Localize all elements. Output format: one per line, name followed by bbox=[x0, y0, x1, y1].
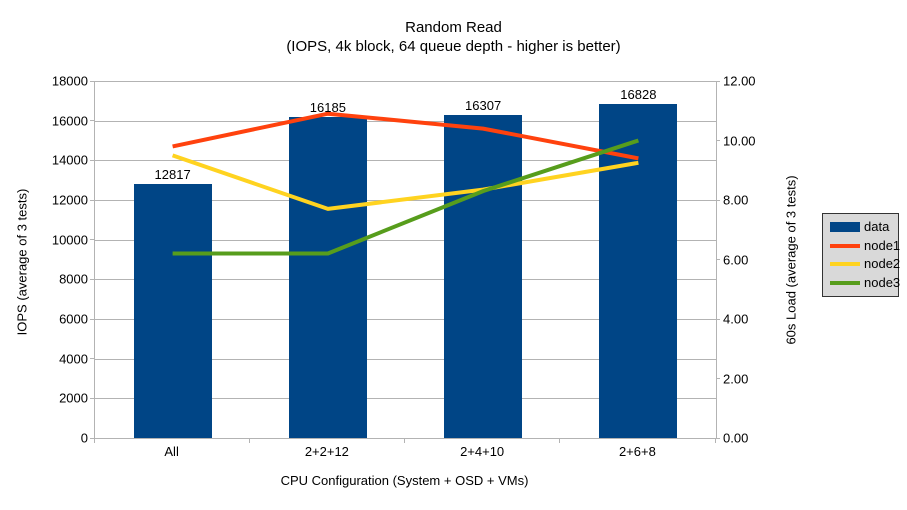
left-axis-tick-label: 10000 bbox=[51, 232, 88, 248]
legend-item-node3: node3 bbox=[830, 274, 901, 291]
left-axis-tick-label: 18000 bbox=[51, 73, 88, 89]
right-axis-title: 60s Load (average of 3 tests) bbox=[783, 175, 799, 345]
bar-data bbox=[133, 183, 212, 438]
line-series-layer bbox=[171, 111, 640, 256]
bar-data bbox=[599, 104, 678, 438]
category-label: All bbox=[164, 444, 179, 459]
right-axis-tick-label: 4.00 bbox=[723, 311, 749, 327]
x-axis-tick bbox=[93, 439, 95, 443]
plot-area: 12817 16185 16307 16828 bbox=[94, 81, 717, 439]
left-axis-tick-label: 14000 bbox=[51, 152, 88, 168]
chart-title-block: Random Read (IOPS, 4k block, 64 queue de… bbox=[0, 18, 907, 56]
bar-data bbox=[444, 114, 523, 438]
gridline bbox=[95, 358, 716, 360]
gridline bbox=[95, 160, 716, 162]
legend-swatch-node3 bbox=[830, 280, 860, 285]
legend-item-data: data bbox=[830, 219, 898, 235]
left-axis-tick bbox=[90, 80, 94, 82]
bar-value-label: 16185 bbox=[309, 99, 346, 115]
left-axis-tick-label: 4000 bbox=[59, 351, 88, 367]
left-axis-tick-label: 0 bbox=[80, 430, 88, 446]
line-node3 bbox=[172, 138, 640, 256]
right-axis-tick bbox=[716, 437, 720, 439]
right-axis-tick bbox=[716, 80, 720, 82]
legend-swatch-node2 bbox=[830, 262, 860, 267]
left-axis-tick bbox=[90, 199, 94, 201]
line-node1 bbox=[172, 111, 639, 161]
category-label: 2+2+12 bbox=[304, 444, 349, 459]
line-node2 bbox=[171, 153, 639, 211]
gridline bbox=[95, 81, 716, 82]
right-axis-tick bbox=[716, 140, 720, 141]
right-axis-tick-label: 0.00 bbox=[723, 430, 749, 446]
x-axis-tick bbox=[248, 439, 250, 443]
right-axis-tick bbox=[716, 199, 720, 201]
right-axis-tick-label: 2.00 bbox=[723, 371, 749, 386]
legend-label: node2 bbox=[864, 256, 901, 272]
x-axis-tick bbox=[404, 439, 405, 443]
gridline bbox=[95, 398, 716, 400]
bar-data bbox=[288, 117, 367, 438]
x-axis-title: CPU Configuration (System + OSD + VMs) bbox=[280, 473, 529, 488]
gridline bbox=[95, 239, 716, 241]
left-axis-tick bbox=[90, 120, 94, 122]
x-axis-tick bbox=[559, 439, 561, 443]
legend-label: node1 bbox=[864, 237, 901, 253]
right-axis-tick bbox=[716, 318, 720, 320]
chart-title: Random Read bbox=[405, 19, 502, 36]
left-axis-tick bbox=[90, 239, 94, 241]
bar-value-label: 12817 bbox=[154, 166, 191, 182]
legend-swatch-data bbox=[830, 222, 860, 233]
gridline bbox=[95, 279, 716, 281]
right-axis-tick bbox=[716, 259, 720, 260]
bar-value-label: 16828 bbox=[620, 87, 657, 103]
left-axis-tick bbox=[90, 358, 94, 360]
right-axis-tick bbox=[716, 378, 720, 379]
gridline bbox=[95, 319, 716, 320]
left-axis-tick-label: 16000 bbox=[51, 113, 88, 129]
legend-swatch-node1 bbox=[830, 243, 860, 248]
legend-label: node3 bbox=[864, 274, 901, 290]
legend-item-node2: node2 bbox=[830, 256, 901, 272]
left-axis-tick-label: 2000 bbox=[59, 390, 88, 406]
right-axis-tick-label: 12.00 bbox=[723, 73, 756, 89]
right-axis-tick-label: 10.00 bbox=[723, 133, 756, 148]
legend-label: data bbox=[864, 219, 890, 235]
category-label: 2+4+10 bbox=[460, 444, 505, 459]
left-axis-tick bbox=[90, 397, 94, 399]
left-axis-tick bbox=[90, 278, 94, 280]
left-axis-tick-label: 6000 bbox=[59, 311, 88, 327]
x-axis-tick bbox=[714, 439, 716, 443]
left-axis-tick bbox=[90, 437, 94, 439]
chart-subtitle: (IOPS, 4k block, 64 queue depth - higher… bbox=[286, 38, 621, 55]
category-label: 2+6+8 bbox=[618, 444, 656, 459]
left-axis-tick bbox=[90, 318, 94, 320]
bar-value-label: 16307 bbox=[465, 97, 502, 113]
legend: data node1 node2 node3 bbox=[822, 213, 901, 297]
left-axis-tick-label: 8000 bbox=[59, 271, 88, 287]
right-axis-tick-label: 8.00 bbox=[723, 192, 749, 208]
left-axis-tick-label: 12000 bbox=[51, 192, 88, 208]
right-axis-tick-label: 6.00 bbox=[723, 252, 749, 267]
legend-item-node1: node1 bbox=[830, 237, 901, 254]
left-axis-tick bbox=[90, 159, 94, 161]
